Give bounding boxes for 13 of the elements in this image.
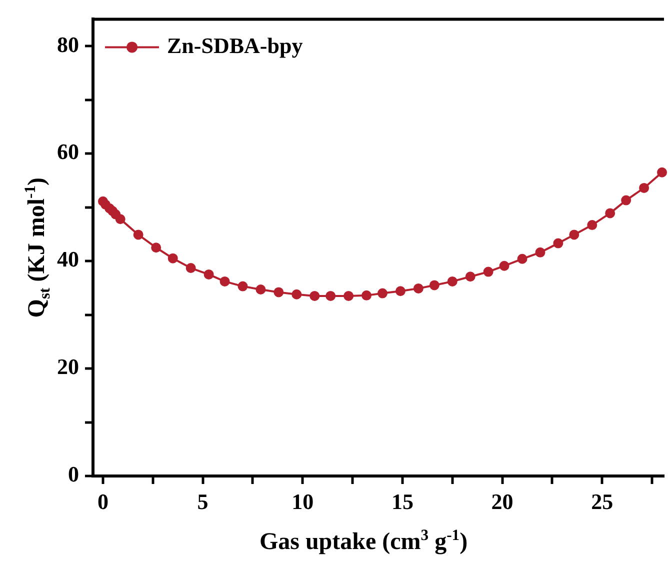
x-tick-label: 5 (197, 488, 208, 514)
x-tick-label: 25 (591, 488, 614, 514)
x-tick-label: 20 (491, 488, 514, 514)
y-tick-label: 80 (57, 32, 79, 57)
y-tick-label: 60 (57, 139, 79, 164)
x-tick-label: 10 (292, 488, 314, 514)
y-axis-title: Qst (KJ mol-1) (22, 177, 54, 318)
x-tick-label: 0 (97, 488, 108, 514)
y-tick-label: 40 (57, 246, 79, 272)
x-tick-label: 15 (391, 488, 414, 514)
y-tick-label: 20 (57, 354, 79, 380)
legend-label: Zn-SDBA-bpy (167, 32, 303, 58)
y-tick-label: 0 (68, 462, 79, 487)
